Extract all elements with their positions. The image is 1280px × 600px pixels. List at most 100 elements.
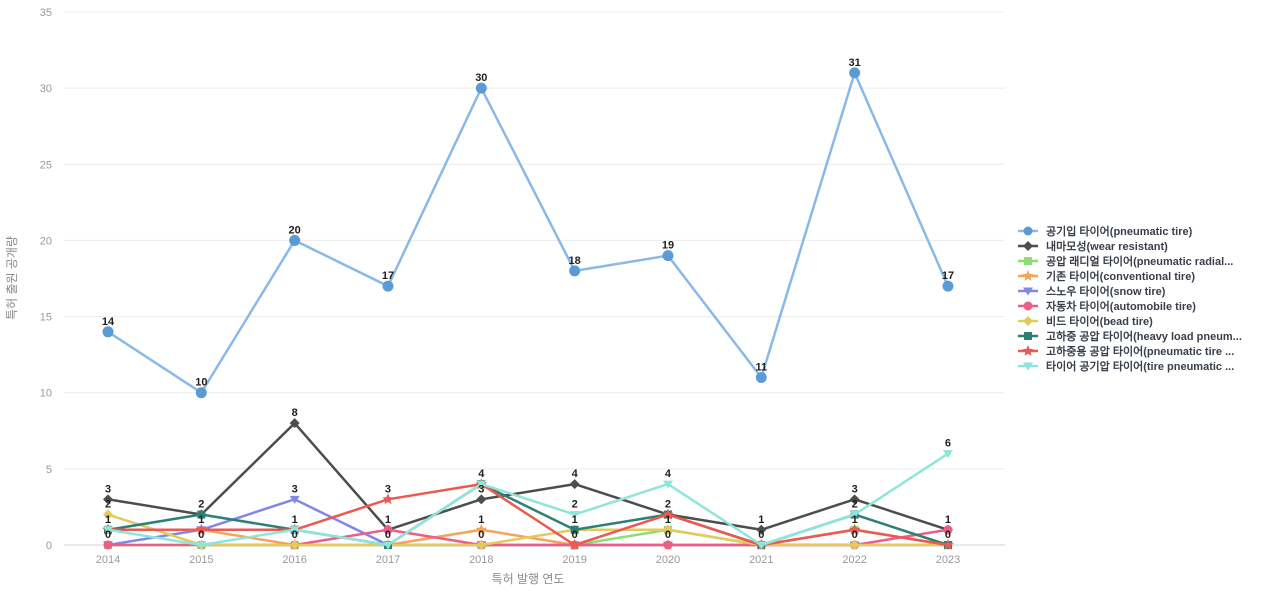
data-point-marker[interactable] — [103, 494, 113, 505]
data-point-marker[interactable] — [570, 525, 579, 534]
data-point-marker[interactable] — [755, 371, 767, 383]
legend-item[interactable]: 스노우 타이어(snow tire) — [1018, 284, 1166, 298]
data-point-marker[interactable] — [662, 508, 674, 520]
point-label: 6 — [945, 438, 951, 450]
data-point-marker[interactable] — [942, 280, 954, 292]
data-point-marker[interactable] — [942, 450, 953, 459]
data-point-marker[interactable] — [289, 540, 300, 550]
legend-item[interactable]: 비드 타이어(bead tire) — [1018, 314, 1153, 328]
x-tick-label: 2021 — [749, 554, 773, 566]
legend-item-label[interactable]: 고하중 공압 타이어(heavy load pneum... — [1046, 329, 1242, 343]
data-point-marker[interactable] — [196, 541, 207, 550]
point-label: 0 — [198, 529, 204, 541]
legend-item[interactable]: 공압 래디얼 타이어(pneumatic radial... — [1018, 254, 1233, 268]
legend-item[interactable]: 고하중용 공압 타이어(pneumatic tire ... — [1018, 344, 1234, 358]
legend-item-label[interactable]: 공기입 타이어(pneumatic tire) — [1046, 224, 1193, 238]
x-tick-label: 2015 — [189, 554, 213, 566]
data-point-marker[interactable] — [195, 387, 207, 399]
legend-item[interactable]: 공기입 타이어(pneumatic tire) — [1018, 224, 1193, 238]
data-point-marker[interactable] — [476, 494, 487, 505]
data-point-marker[interactable] — [849, 494, 860, 505]
data-point-marker[interactable] — [476, 540, 487, 550]
data-point-marker[interactable] — [103, 509, 113, 520]
x-tick-label: 2020 — [656, 554, 680, 566]
data-point-marker[interactable] — [289, 418, 300, 429]
data-point-marker[interactable] — [102, 326, 114, 338]
point-label: 2 — [198, 499, 204, 511]
point-label: 17 — [382, 270, 394, 282]
data-point-marker[interactable] — [382, 280, 394, 292]
x-tick-label: 2016 — [282, 554, 306, 566]
data-point-marker[interactable] — [382, 493, 394, 505]
data-point-marker[interactable] — [756, 524, 767, 535]
legend-item-label[interactable]: 스노우 타이어(snow tire) — [1046, 284, 1166, 298]
data-point-marker[interactable] — [849, 67, 861, 79]
data-point-marker[interactable] — [569, 479, 580, 490]
data-point-marker[interactable] — [849, 511, 860, 520]
legend-item[interactable]: 내마모성(wear resistant) — [1018, 239, 1168, 253]
point-label: 18 — [569, 255, 581, 267]
point-label: 0 — [758, 529, 764, 541]
point-label: 3 — [478, 483, 484, 495]
triangle-marker-icon — [1023, 287, 1033, 296]
data-point-marker[interactable] — [942, 539, 954, 550]
legend-item[interactable]: 자동차 타이어(automobile tire) — [1018, 299, 1196, 313]
data-point-marker[interactable] — [569, 511, 580, 520]
legend-item-label[interactable]: 비드 타이어(bead tire) — [1046, 314, 1153, 328]
y-tick-label: 35 — [40, 7, 52, 19]
point-label: 3 — [292, 483, 298, 495]
diamond-marker-icon — [1023, 316, 1033, 326]
data-point-marker[interactable] — [848, 523, 861, 535]
point-label: 0 — [292, 529, 298, 541]
data-point-marker[interactable] — [289, 526, 300, 535]
legend-item-label[interactable]: 고하중용 공압 타이어(pneumatic tire ... — [1046, 344, 1234, 358]
data-point-marker[interactable] — [289, 495, 300, 504]
data-point-marker[interactable] — [475, 523, 488, 535]
data-point-marker[interactable] — [662, 250, 674, 262]
data-point-marker[interactable] — [195, 523, 208, 535]
circle-marker-icon — [1023, 226, 1033, 236]
legend-item[interactable]: 고하중 공압 타이어(heavy load pneum... — [1018, 329, 1242, 343]
data-point-marker[interactable] — [569, 265, 581, 277]
data-point-marker[interactable] — [476, 480, 487, 489]
x-tick-label: 2022 — [842, 554, 866, 566]
circle-marker-icon — [1023, 226, 1033, 236]
point-label: 10 — [195, 377, 207, 389]
legend-item[interactable]: 타이어 공기압 타이어(tire pneumatic ... — [1018, 359, 1234, 373]
legend-item-label[interactable]: 공압 래디얼 타이어(pneumatic radial... — [1046, 254, 1233, 268]
data-point-marker[interactable] — [849, 540, 860, 550]
point-label: 1 — [105, 514, 111, 526]
point-label: 20 — [289, 224, 301, 236]
triangle-marker-icon — [1023, 287, 1033, 296]
data-point-marker[interactable] — [662, 524, 673, 535]
legend-item-label[interactable]: 타이어 공기압 타이어(tire pneumatic ... — [1046, 359, 1234, 373]
point-label: 1 — [572, 514, 578, 526]
star-marker-icon — [1022, 345, 1034, 356]
point-label: 0 — [385, 529, 391, 541]
x-tick-label: 2023 — [936, 554, 960, 566]
data-point-marker[interactable] — [382, 541, 393, 550]
series-line-6 — [106, 513, 950, 547]
data-point-marker[interactable] — [289, 234, 301, 246]
legend-item-label[interactable]: 자동차 타이어(automobile tire) — [1046, 299, 1196, 313]
data-point-marker[interactable] — [103, 540, 113, 550]
y-axis-title: 특허 출원 공개량 — [5, 236, 19, 320]
diamond-marker-icon — [1023, 316, 1033, 326]
data-point-marker[interactable] — [663, 540, 673, 550]
data-point-marker[interactable] — [383, 525, 393, 535]
legend-item[interactable]: 기존 타이어(conventional tire) — [1018, 269, 1195, 283]
data-point-marker[interactable] — [197, 510, 206, 519]
data-point-marker[interactable] — [568, 539, 581, 550]
data-point-marker[interactable] — [103, 526, 113, 535]
legend-item-label[interactable]: 기존 타이어(conventional tire) — [1046, 269, 1195, 283]
series-line-9 — [106, 452, 950, 547]
data-point-marker[interactable] — [475, 82, 487, 94]
square-marker-icon — [1024, 257, 1032, 265]
data-point-marker[interactable] — [756, 541, 767, 550]
legend-item-label[interactable]: 내마모성(wear resistant) — [1046, 239, 1168, 253]
series-line-1 — [106, 421, 950, 532]
point-label: 19 — [662, 240, 674, 252]
data-point-marker[interactable] — [943, 525, 953, 535]
data-point-marker[interactable] — [662, 480, 673, 489]
x-axis-title: 특허 발행 연도 — [492, 571, 565, 586]
